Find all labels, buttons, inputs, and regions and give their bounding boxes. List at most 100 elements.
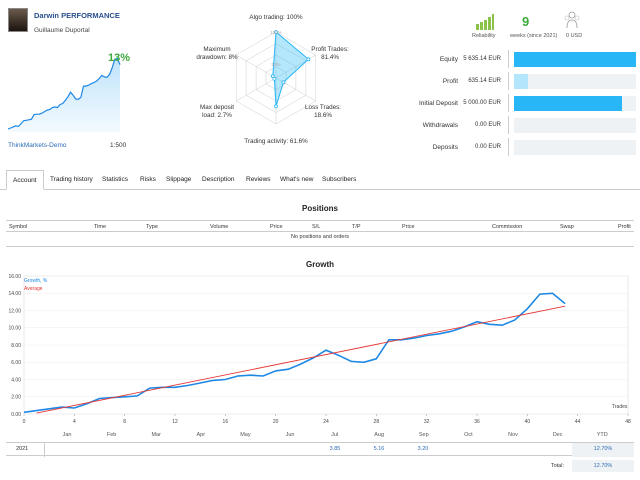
- signal-title[interactable]: Darwin PERFORMANCE: [34, 11, 120, 20]
- x-axis-label: Trades: [612, 404, 628, 410]
- radar-chart: 100% 50%: [236, 30, 316, 125]
- column-header-commission[interactable]: Commission: [492, 224, 523, 230]
- month-value-jul: 3.85: [329, 446, 341, 452]
- y-tick-label: 16.00: [8, 274, 21, 280]
- column-header-s-l[interactable]: S/L: [312, 224, 321, 230]
- month-label-feb: Feb: [106, 432, 117, 438]
- tab-what-s-new[interactable]: What's new: [280, 176, 314, 183]
- x-tick-label: 40: [525, 419, 531, 425]
- radar-point: [270, 74, 275, 79]
- ytd-cell: 12.70%: [572, 443, 634, 457]
- legend-growth: Growth, %: [24, 278, 48, 284]
- mini-growth-chart: [7, 57, 121, 132]
- month-value-sep: 3.20: [417, 446, 429, 452]
- weeks-label: weeks (since 2021): [510, 33, 558, 39]
- column-header-profit[interactable]: Profit: [618, 224, 631, 230]
- y-tick-label: 0.00: [11, 412, 21, 418]
- x-tick-label: 32: [424, 419, 430, 425]
- stat-divider: [508, 138, 509, 156]
- stat-divider: [508, 116, 509, 134]
- series-line-average: [36, 305, 566, 414]
- month-label-apr: Apr: [196, 432, 206, 438]
- stat-label: Deposits: [432, 144, 458, 151]
- stat-value: 0.00 EUR: [474, 144, 501, 150]
- mini-growth-area: [8, 58, 120, 132]
- stat-label: Initial Deposit: [418, 100, 458, 107]
- month-label-ytd: YTD: [596, 432, 608, 438]
- x-tick-label: 4: [73, 419, 76, 425]
- author-name[interactable]: Guillaume Duportal: [34, 27, 90, 34]
- column-header-price[interactable]: Price: [270, 224, 283, 230]
- stat-divider: [508, 72, 509, 90]
- month-label-jun: Jun: [285, 432, 295, 438]
- x-tick-label: 24: [323, 419, 329, 425]
- tab-trading-history[interactable]: Trading history: [50, 176, 93, 183]
- radar-point: [281, 80, 286, 85]
- ytd-value: 12.70%: [593, 446, 613, 452]
- month-label-jul: Jul: [331, 432, 339, 438]
- tab-description[interactable]: Description: [202, 176, 235, 183]
- radar-point: [274, 104, 278, 109]
- series-line-growth: [23, 292, 566, 414]
- month-label-jan: Jan: [62, 432, 72, 438]
- stat-label: Equity: [439, 56, 458, 63]
- tab-slippage[interactable]: Slippage: [166, 176, 192, 183]
- avatar[interactable]: [8, 8, 28, 32]
- radar-label-deposit-load: Max deposit load: 2.7%: [200, 104, 234, 119]
- y-tick-label: 10.00: [8, 326, 21, 332]
- year-divider: [44, 443, 45, 457]
- radar-label-activity: Trading activity: 61.6%: [244, 138, 308, 145]
- total-row: Total: 12.70%: [6, 460, 634, 472]
- column-header-swap[interactable]: Swap: [560, 224, 574, 230]
- y-tick-label: 8.00: [11, 343, 21, 349]
- radar-label-loss: Loss Trades: 18.6%: [304, 104, 342, 119]
- stat-bar: [514, 118, 636, 133]
- column-header-type[interactable]: Type: [146, 224, 158, 230]
- stat-bar: [514, 74, 636, 89]
- radar-axis: [236, 77, 277, 102]
- tab-reviews[interactable]: Reviews: [246, 176, 271, 183]
- stat-value: 5 635.14 EUR: [463, 56, 501, 62]
- column-header-volume[interactable]: Volume: [210, 224, 229, 230]
- radar-ring-100: 100%: [270, 30, 282, 35]
- subscribers-value: 0 USD: [566, 33, 583, 39]
- month-label-oct: Oct: [464, 432, 473, 438]
- radar-axis: [236, 54, 277, 79]
- reliability-icon: [476, 14, 494, 30]
- x-tick-label: 36: [474, 419, 480, 425]
- positions-header: Symbol Time Type Volume Price S/L T/P Price Comm…: [6, 220, 634, 232]
- month-value-aug: 5.16: [373, 446, 385, 452]
- stat-row-initial-deposit: Initial Deposit 5 000.00 EUR: [418, 94, 636, 112]
- month-label-sep: Sep: [418, 432, 429, 438]
- radar-label-profit: Profit Trades: 81.4%: [311, 46, 349, 61]
- growth-title: Growth: [306, 260, 334, 269]
- month-label-may: May: [240, 432, 251, 438]
- x-tick-label: 48: [625, 419, 631, 425]
- stat-bar-fill: [514, 96, 623, 111]
- growth-percent: 13%: [108, 52, 131, 64]
- stat-row-equity: Equity 5 635.14 EUR: [418, 50, 636, 68]
- tab-bar: Account Trading history Statistics Risks Sli…: [0, 170, 640, 190]
- stat-bar: [514, 52, 636, 67]
- weeks-count: 9: [522, 14, 530, 29]
- y-tick-label: 14.00: [8, 291, 21, 297]
- column-header-t-p[interactable]: T/P: [352, 224, 361, 230]
- tab-subscribers[interactable]: Subscribers: [322, 176, 357, 183]
- column-header-symbol[interactable]: Symbol: [9, 224, 28, 230]
- tab-account[interactable]: Account: [6, 170, 44, 190]
- broker-link[interactable]: ThinkMarkets-Demo: [8, 142, 67, 149]
- column-header-price[interactable]: Price: [402, 224, 415, 230]
- tab-risks[interactable]: Risks: [140, 176, 156, 183]
- column-header-time[interactable]: Time: [94, 224, 107, 230]
- stat-bar-fill: [514, 74, 528, 89]
- x-tick-label: 20: [273, 419, 279, 425]
- stat-divider: [508, 94, 509, 112]
- stat-bar-fill: [514, 52, 636, 67]
- tab-statistics[interactable]: Statistics: [102, 176, 129, 183]
- x-tick-label: 12: [172, 419, 178, 425]
- radar-grid: [236, 31, 316, 125]
- y-tick-label: 12.00: [8, 308, 21, 314]
- positions-title: Positions: [301, 204, 338, 213]
- total-cell: 12.70%: [572, 460, 634, 472]
- stat-value: 5 000.00 EUR: [463, 100, 501, 106]
